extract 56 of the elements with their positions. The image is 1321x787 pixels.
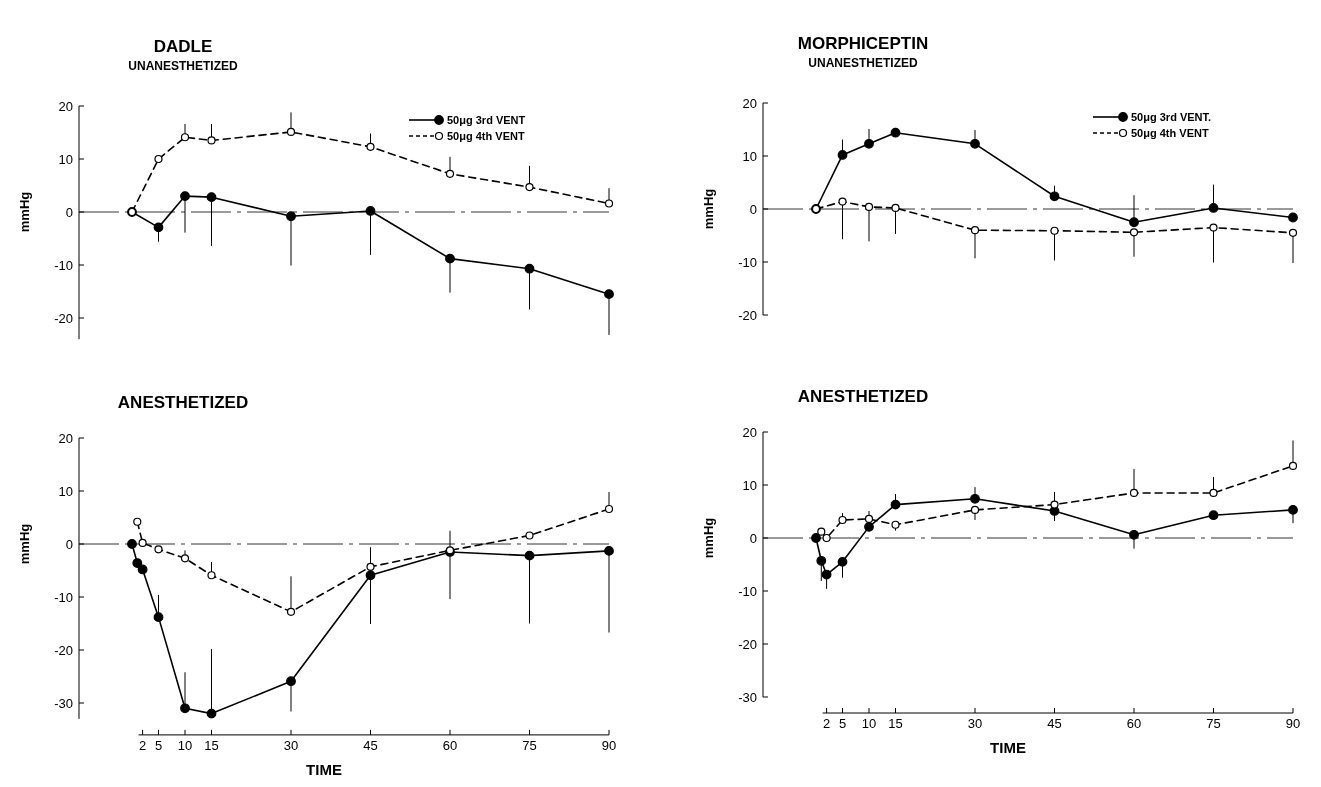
- x-tick-label: 15: [204, 737, 219, 753]
- chart-title: ANESTHETIZED: [117, 393, 249, 412]
- y-tick-label: -20: [738, 307, 757, 323]
- y-tick-label: 20: [58, 98, 73, 114]
- x-tick-label: 60: [1126, 716, 1142, 731]
- x-tick-label: 30: [967, 716, 983, 731]
- x-tick-label: 75: [522, 737, 537, 753]
- y-tick-label: 0: [65, 204, 73, 220]
- y-tick-label: -10: [54, 589, 73, 605]
- chart-title: ANESTHETIZED: [797, 387, 929, 406]
- x-tick-label: 5: [838, 716, 847, 731]
- y-tick-label: -30: [738, 689, 757, 705]
- y-tick-label: 20: [742, 424, 757, 440]
- x-tick-label: 90: [1285, 716, 1301, 731]
- y-tick-label: 20: [742, 95, 757, 111]
- x-tick-label: 2: [138, 737, 147, 753]
- y-axis-title: mmHg: [701, 188, 716, 230]
- x-tick-label: 10: [861, 716, 877, 731]
- x-tick-label: 60: [442, 737, 458, 753]
- y-axis-title: mmHg: [17, 523, 32, 565]
- y-tick-label: -20: [54, 642, 73, 658]
- x-tick-label: 5: [154, 737, 163, 753]
- y-axis-title: mmHg: [701, 517, 716, 559]
- chart-title: MORPHICEPTIN: [797, 34, 929, 53]
- y-tick-label: 0: [749, 201, 757, 217]
- y-tick-label: -20: [54, 310, 73, 326]
- legend-label: 50μg 3rd VENT: [447, 113, 526, 126]
- x-tick-label: 45: [363, 737, 378, 753]
- x-tick-label: 10: [177, 737, 193, 753]
- y-tick-label: -10: [738, 583, 757, 599]
- legend-label: 50μg 3rd VENT.: [1131, 110, 1212, 123]
- x-tick-label: 75: [1206, 716, 1221, 731]
- y-tick-label: 0: [749, 530, 757, 546]
- y-axis-title: mmHg: [17, 191, 32, 233]
- legend-label: 50μg 4th VENT: [447, 129, 525, 142]
- y-tick-label: -20: [738, 636, 757, 652]
- y-tick-label: -10: [738, 254, 757, 270]
- y-tick-label: -10: [54, 257, 73, 273]
- chart-subtitle: UNANESTHETIZED: [808, 56, 918, 70]
- y-tick-label: 20: [58, 430, 73, 446]
- chart-subtitle: UNANESTHETIZED: [128, 59, 238, 73]
- chart-title: DADLE: [153, 37, 213, 56]
- y-tick-label: 10: [58, 151, 73, 167]
- x-tick-label: 15: [888, 716, 903, 731]
- x-axis-title: TIME: [990, 739, 1026, 756]
- y-tick-label: 10: [742, 477, 757, 493]
- y-tick-label: -30: [54, 695, 73, 711]
- y-tick-label: 10: [58, 483, 73, 499]
- x-tick-label: 90: [601, 737, 617, 753]
- x-tick-label: 30: [283, 737, 299, 753]
- legend-label: 50μg 4th VENT: [1131, 126, 1209, 139]
- y-tick-label: 0: [65, 536, 73, 552]
- x-tick-label: 2: [822, 716, 831, 731]
- x-axis-title: TIME: [306, 760, 342, 778]
- y-tick-label: 10: [742, 148, 757, 164]
- x-tick-label: 45: [1047, 716, 1062, 731]
